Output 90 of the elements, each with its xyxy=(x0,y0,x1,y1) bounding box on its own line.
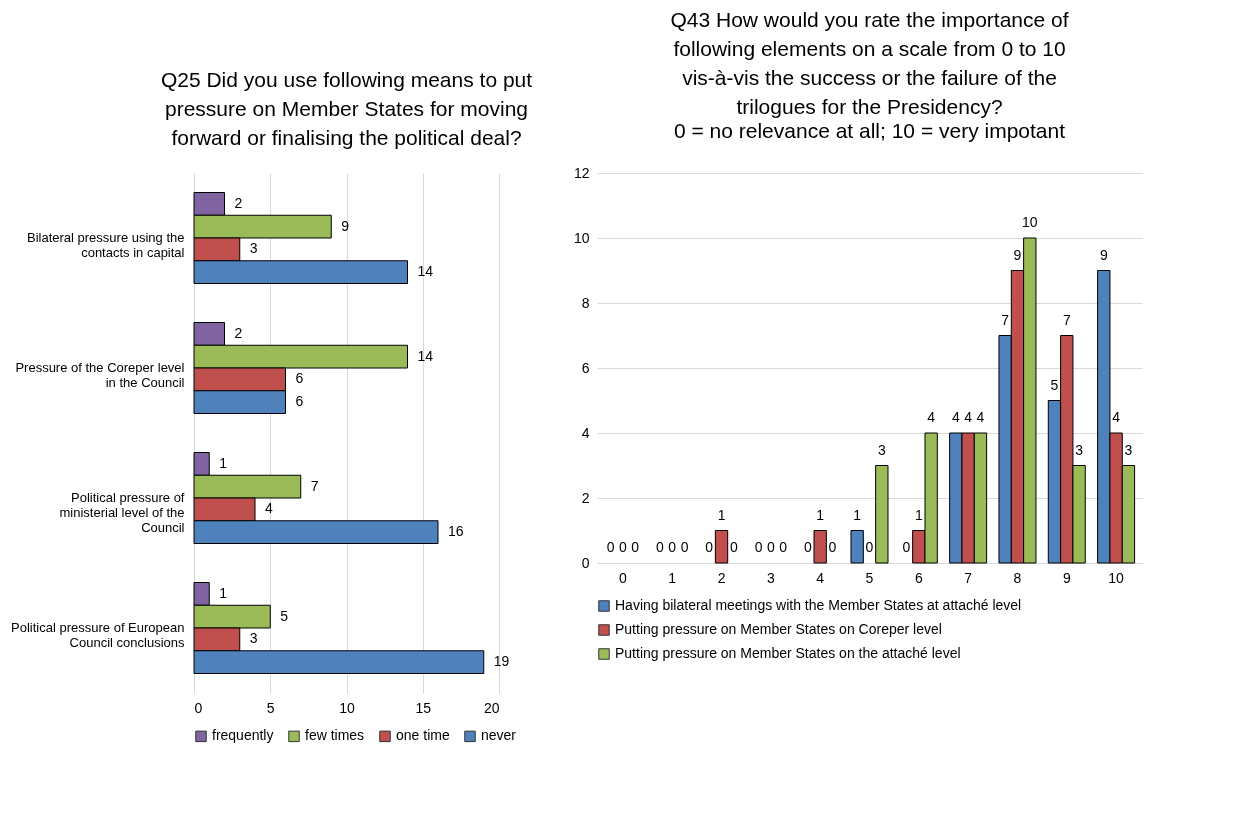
data-label: 3 xyxy=(249,240,258,257)
data-label: 3 xyxy=(1124,441,1133,458)
bar xyxy=(850,530,864,564)
y-tick-label: Pressure of the Coreper level in the Council xyxy=(15,360,185,390)
bar xyxy=(714,530,729,564)
data-label: 0 xyxy=(766,539,775,555)
data-label: 19 xyxy=(493,653,510,670)
data-label: 7 xyxy=(1001,311,1010,328)
data-label: 4 xyxy=(951,409,960,425)
data-label: 14 xyxy=(417,347,434,364)
x-tick-label: 4 xyxy=(816,569,825,586)
x-tick-label: 3 xyxy=(766,569,775,586)
data-label: 16 xyxy=(448,523,464,540)
x-tick-label: 0 xyxy=(194,699,203,716)
x-tick-label: 15 xyxy=(415,699,432,716)
data-label: 0 xyxy=(729,539,738,555)
data-label: 0 xyxy=(754,539,763,555)
y-tick-label: Political pressure of European Council conclusions xyxy=(11,620,185,650)
data-label: 0 xyxy=(779,539,788,555)
x-tick-label: 6 xyxy=(914,569,923,586)
data-label: 1 xyxy=(914,506,923,523)
data-label: 1 xyxy=(853,506,862,523)
legend-label: Putting pressure on Member States on Coreper level xyxy=(615,621,942,637)
x-tick-label: 9 xyxy=(1062,569,1071,586)
x-tick-label: 1 xyxy=(668,569,677,586)
data-label: 0 xyxy=(655,539,664,555)
data-label: 9 xyxy=(1013,246,1022,263)
data-label: 1 xyxy=(219,454,228,471)
legend-label: one time xyxy=(396,727,450,744)
y-tick-label: 10 xyxy=(573,229,590,246)
y-tick-label: 8 xyxy=(581,294,590,311)
x-tick-label: 5 xyxy=(865,569,874,586)
data-label: 0 xyxy=(606,539,615,555)
data-label: 5 xyxy=(280,607,289,624)
data-label: 0 xyxy=(680,539,689,555)
data-label: 4 xyxy=(1112,409,1121,425)
data-label: 2 xyxy=(234,194,243,211)
x-tick-label: 2 xyxy=(717,569,726,586)
data-label: 7 xyxy=(310,477,319,494)
data-label: 0 xyxy=(631,539,640,555)
bar xyxy=(875,465,889,564)
data-label: 10 xyxy=(1022,214,1038,230)
y-tick-label: Political pressure of ministerial level of the Council xyxy=(59,490,185,535)
y-tick-label: 0 xyxy=(581,554,590,571)
data-label: 0 xyxy=(902,539,911,555)
x-tick-label: 7 xyxy=(964,569,973,586)
data-label: 3 xyxy=(249,630,258,647)
data-label: 1 xyxy=(717,506,726,523)
bar xyxy=(813,530,827,564)
data-label: 4 xyxy=(964,409,973,425)
legend-label: few times xyxy=(305,727,365,744)
data-label: 0 xyxy=(705,539,714,555)
data-label: 14 xyxy=(417,263,434,280)
data-label: 0 xyxy=(619,539,627,555)
y-tick-label: 2 xyxy=(581,489,590,506)
y-tick-label: Bilateral pressure using the contacts in capital xyxy=(26,230,185,260)
chart-title: Q25 Did you use following means to put pressure on Member States for moving forward or finalising the political deal? xyxy=(160,68,533,149)
y-tick-label: 12 xyxy=(573,164,590,181)
x-tick-label: 10 xyxy=(339,699,355,716)
data-label: 6 xyxy=(295,393,304,410)
legend-label: Having bilateral meetings with the Member States at attaché level xyxy=(615,597,1022,613)
data-label: 0 xyxy=(803,539,812,555)
legend-label: frequently xyxy=(212,727,274,744)
data-label: 3 xyxy=(1075,441,1084,458)
chart-subtitle: 0 = no relevance at all; 10 = very impotant xyxy=(673,119,1066,142)
y-tick-label: 4 xyxy=(581,424,590,441)
data-label: 9 xyxy=(341,217,350,234)
legend-label: never xyxy=(481,727,517,744)
x-tick-label: 20 xyxy=(483,699,500,716)
legend-label: Putting pressure on Member States on the attaché level xyxy=(615,645,961,661)
data-label: 4 xyxy=(927,409,936,425)
data-label: 0 xyxy=(828,539,837,555)
data-label: 4 xyxy=(265,500,273,517)
data-label: 9 xyxy=(1099,246,1108,263)
x-tick-label: 8 xyxy=(1013,569,1022,586)
data-label: 1 xyxy=(219,584,228,601)
data-label: 7 xyxy=(1062,311,1071,328)
x-tick-label: 5 xyxy=(266,699,275,716)
x-tick-label: 0 xyxy=(619,569,627,586)
data-label: 2 xyxy=(234,324,243,341)
data-label: 0 xyxy=(668,539,677,555)
data-label: 1 xyxy=(816,506,825,523)
data-label: 4 xyxy=(976,409,985,425)
y-tick-label: 6 xyxy=(581,359,590,376)
data-label: 5 xyxy=(1050,376,1059,393)
data-label: 6 xyxy=(295,370,304,387)
data-label: 0 xyxy=(865,539,874,555)
x-tick-label: 10 xyxy=(1108,569,1125,586)
data-label: 3 xyxy=(877,441,886,458)
chart-title: Q43 How would you rate the importance of following elements on a scale from 0 to 10 vis-à-vis the success or the failure of the trilogues for the Presidency? xyxy=(670,8,1069,118)
